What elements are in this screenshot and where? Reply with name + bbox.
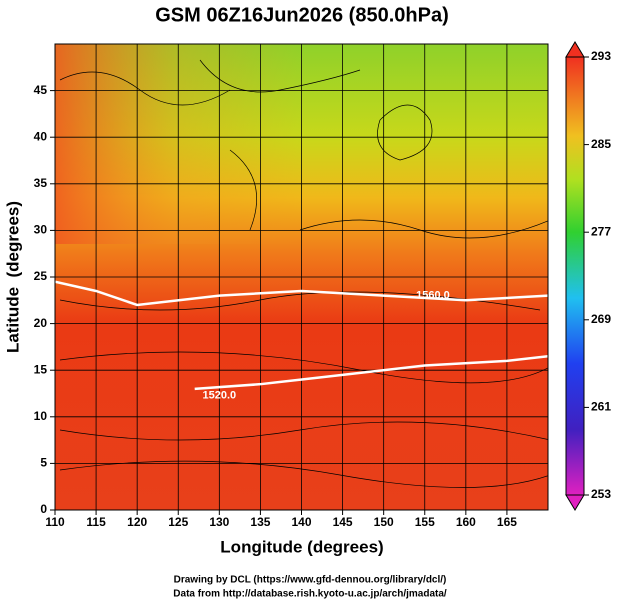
y-tick-label: 0 (40, 502, 47, 516)
y-tick-label: 30 (34, 223, 48, 237)
contour-line (55, 280, 548, 307)
colorbar-end (565, 494, 585, 511)
y-tick-label: 10 (34, 409, 48, 423)
y-tick-label: 35 (34, 176, 48, 190)
x-tick-label: 120 (127, 515, 147, 529)
x-tick-label: 145 (333, 515, 353, 529)
credit: Drawing by DCL (https://www.gfd-dennou.o… (174, 575, 447, 586)
y-tick-label: 45 (34, 83, 48, 97)
title: GSM 06Z16Jun2026 (850.0hPa) (155, 4, 448, 26)
contour-label: 1520.0 (203, 389, 237, 401)
colorbar (565, 56, 585, 496)
x-tick-label: 110 (45, 515, 65, 529)
y-tick-label: 40 (34, 129, 48, 143)
x-axis-label: Longitude (degrees) (220, 537, 383, 556)
colorbar-tick-label: 277 (591, 224, 611, 238)
colorbar-end (565, 41, 585, 58)
y-tick-label: 15 (34, 362, 48, 376)
x-tick-label: 140 (291, 515, 311, 529)
colorbar-tick-label: 261 (591, 400, 611, 414)
y-tick-label: 5 (40, 456, 47, 470)
colorbar-tick-label: 269 (591, 312, 611, 326)
x-tick-label: 155 (415, 515, 435, 529)
credit: Data from http://database.rish.kyoto-u.a… (173, 589, 447, 600)
x-tick-label: 150 (374, 515, 394, 529)
colorbar-tick-label: 285 (591, 137, 611, 151)
colorbar-tick-label: 293 (591, 49, 611, 63)
x-tick-label: 165 (497, 515, 517, 529)
contour-line (194, 354, 548, 391)
y-tick-label: 25 (34, 269, 48, 283)
colorbar-tick-label: 253 (591, 487, 611, 501)
x-tick-label: 115 (86, 515, 106, 529)
y-axis-label: Latitude (degrees) (3, 201, 22, 353)
contour-label: 1560.0 (416, 290, 450, 302)
y-tick-label: 20 (34, 316, 48, 330)
temperature-field (55, 44, 305, 244)
x-tick-label: 125 (168, 515, 188, 529)
x-tick-label: 160 (456, 515, 476, 529)
x-tick-label: 130 (209, 515, 229, 529)
x-tick-label: 135 (250, 515, 270, 529)
